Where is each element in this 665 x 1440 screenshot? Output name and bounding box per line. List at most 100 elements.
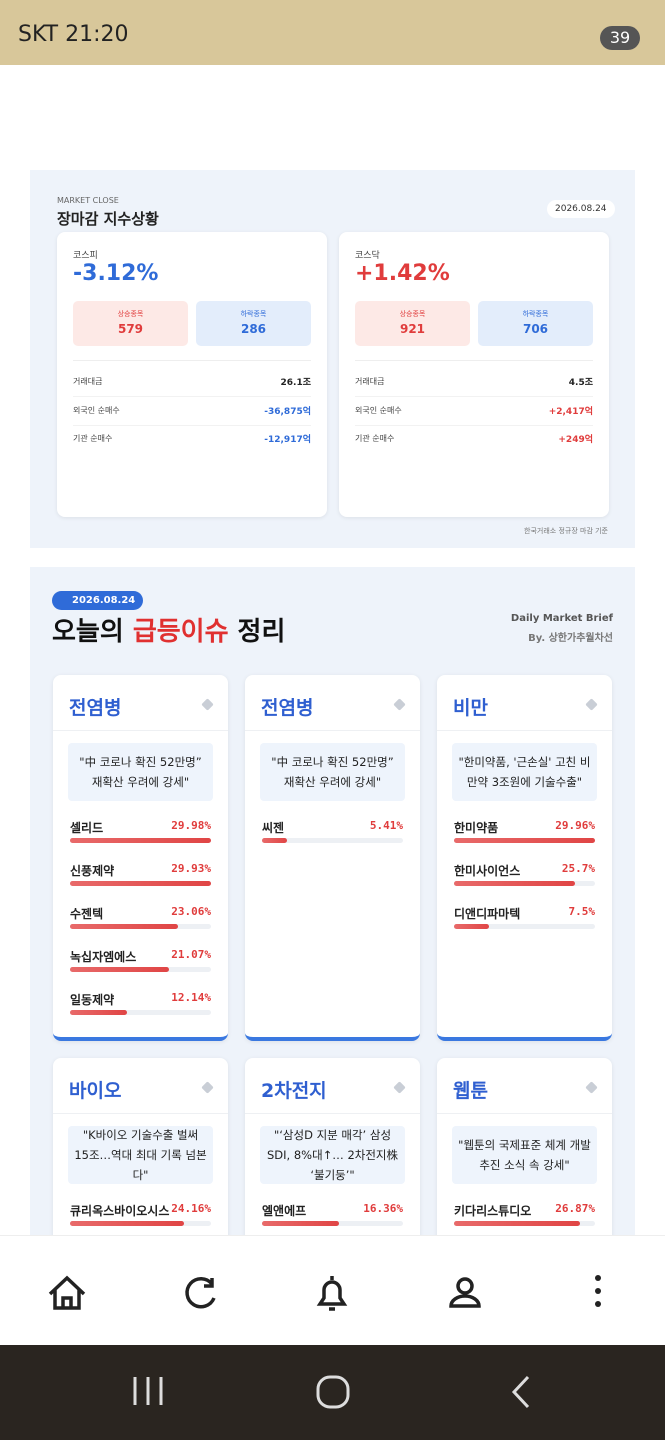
row-value: +2,417억: [548, 406, 593, 417]
divider: [437, 730, 612, 731]
time: SKT 21:20: [18, 22, 129, 47]
stock-change: 16.36%: [363, 1202, 403, 1215]
market-label: MARKET CLOSE: [57, 196, 119, 205]
stock-name: 큐리옥스바이오시스: [70, 1204, 170, 1218]
down-box: 하락종목 706: [478, 301, 593, 346]
title-part: 급등이슈: [132, 617, 229, 647]
status-bar: SKT 21:20 39: [0, 0, 665, 65]
bar-track: [454, 924, 595, 929]
theme-card: 전염병 "中 코로나 확진 52만명” 재확산 우려에 강세" 씨젠 5.41%: [245, 675, 420, 1041]
divider: [73, 360, 311, 361]
title-part: 정리: [228, 617, 286, 647]
bar: [70, 967, 170, 972]
stock-change: 29.96%: [555, 819, 595, 832]
theme-name: 전염병: [261, 697, 314, 719]
battery: 39: [600, 26, 640, 50]
stock-change: 29.93%: [171, 862, 211, 875]
row-value: -36,875억: [264, 406, 311, 417]
issues-title: 오늘의 급등이슈 정리: [52, 611, 285, 648]
divider: [437, 1113, 612, 1114]
title-part: 오늘의: [52, 617, 133, 647]
bar-track: [70, 1010, 211, 1015]
bar: [454, 924, 490, 929]
layer-icon: [201, 698, 214, 711]
row-value: +249억: [558, 435, 593, 445]
bar: [454, 1221, 581, 1226]
bar: [70, 1010, 128, 1015]
layer-icon: [393, 1081, 406, 1094]
system-nav: [0, 1345, 665, 1440]
down-label: 하락종목: [240, 310, 267, 318]
row-divider: [73, 396, 311, 397]
up-label: 상승종목: [117, 310, 144, 318]
market-panel: MARKET CLOSE 장마감 지수상황 2026.08.24 한국거래소 정…: [30, 170, 635, 548]
issues-date: 2026.08.24: [52, 591, 144, 610]
index-change: +1.42%: [355, 261, 450, 286]
brief: Daily Market Brief: [510, 613, 613, 624]
divider: [53, 730, 228, 731]
user-icon[interactable]: [456, 1277, 474, 1295]
bar: [454, 881, 575, 886]
headline: "웹툰의 국제표준 체계 개발 추진 소식 속 강세": [452, 1126, 597, 1184]
home-btn[interactable]: [316, 1375, 350, 1409]
down-box: 하락종목 286: [196, 301, 311, 346]
index-change: -3.12%: [73, 261, 159, 286]
bottom-nav: [0, 1235, 665, 1345]
divider: [245, 730, 420, 731]
back-btn[interactable]: [511, 1375, 530, 1409]
headline: "한미약품, '근손실' 고친 비만약 3조원에 기술수출": [452, 743, 597, 801]
headline: "‘삼성D 지분 매각’ 삼성SDI, 8%대↑… 2차전지株 ‘불기둥’": [260, 1126, 405, 1184]
index-name: 코스피: [73, 251, 98, 261]
bar: [70, 924, 179, 929]
layer-icon: [585, 1081, 598, 1094]
bar-track: [262, 838, 403, 843]
row-label: 외국인 순매수: [73, 405, 120, 415]
stock-name: 수젠텍: [70, 907, 104, 921]
row-divider: [355, 396, 593, 397]
more-icon[interactable]: [595, 1275, 601, 1307]
market-date: 2026.08.24: [547, 200, 615, 218]
stock-name: 엘앤에프: [262, 1204, 307, 1218]
up-box: 상승종목 579: [73, 301, 188, 346]
stock-name: 한미사이언스: [454, 864, 521, 878]
theme-name: 2차전지: [261, 1080, 327, 1102]
theme-card: 웹툰 "웹툰의 국제표준 체계 개발 추진 소식 속 강세" 키다리스튜디오 26.8…: [437, 1058, 612, 1235]
down-count: 706: [522, 322, 549, 336]
stock-name: 디앤디파마텍: [454, 907, 521, 921]
refresh-icon[interactable]: [185, 1276, 216, 1309]
theme-name: 전염병: [69, 697, 122, 719]
headline: "K바이오 기술수출 벌써 15조…역대 최대 기록 넘본다": [68, 1126, 213, 1184]
stock-change: 23.06%: [171, 905, 211, 918]
recent-btn[interactable]: [133, 1377, 163, 1405]
divider: [245, 1113, 420, 1114]
stock-change: 7.5%: [568, 905, 596, 918]
row-divider: [355, 424, 593, 426]
headline: "中 코로나 확진 52만명” 재확산 우려에 강세": [68, 743, 213, 801]
bell-icon[interactable]: [316, 1276, 348, 1311]
row-value: 4.5조: [568, 378, 593, 388]
stock-name: 일동제약: [70, 993, 115, 1007]
down-count: 286: [240, 322, 267, 336]
issues-panel: 2026.08.24 오늘의 급등이슈 정리 Daily Market Brie…: [30, 567, 635, 1235]
row-label: 거래대금: [73, 377, 103, 386]
nav-icons: [48, 1275, 601, 1311]
up-label: 상승종목: [399, 310, 426, 318]
bar: [262, 1221, 339, 1226]
market-card: 코스피 -3.12% 상승종목 579 하락종목 286 거래대금 26.1조 외국인 순매수 -…: [57, 232, 327, 517]
stock-change: 25.7%: [561, 862, 595, 875]
up-box: 상승종목 921: [355, 301, 470, 346]
divider: [355, 360, 593, 361]
index-name: 코스닥: [355, 251, 380, 261]
system-icons: [133, 1375, 530, 1409]
theme-card: 바이오 "K바이오 기술수출 벌써 15조…역대 최대 기록 넘본다" 큐리옥스바이…: [53, 1058, 228, 1235]
theme-card: 2차전지 "‘삼성D 지분 매각’ 삼성SDI, 8%대↑… 2차전지株 ‘불기둥…: [245, 1058, 420, 1235]
theme-card: 전염병 "中 코로나 확진 52만명” 재확산 우려에 강세" 셀리드 29.98% 신…: [53, 675, 228, 1041]
stock-change: 26.87%: [555, 1202, 595, 1215]
byline: By. 상한가추월차선: [528, 633, 613, 644]
home-icon[interactable]: [48, 1275, 86, 1310]
layer-icon: [201, 1081, 214, 1094]
stock-name: 한미약품: [454, 821, 499, 835]
row-value: -12,917억: [264, 435, 311, 445]
stock-name: 씨젠: [262, 821, 285, 835]
